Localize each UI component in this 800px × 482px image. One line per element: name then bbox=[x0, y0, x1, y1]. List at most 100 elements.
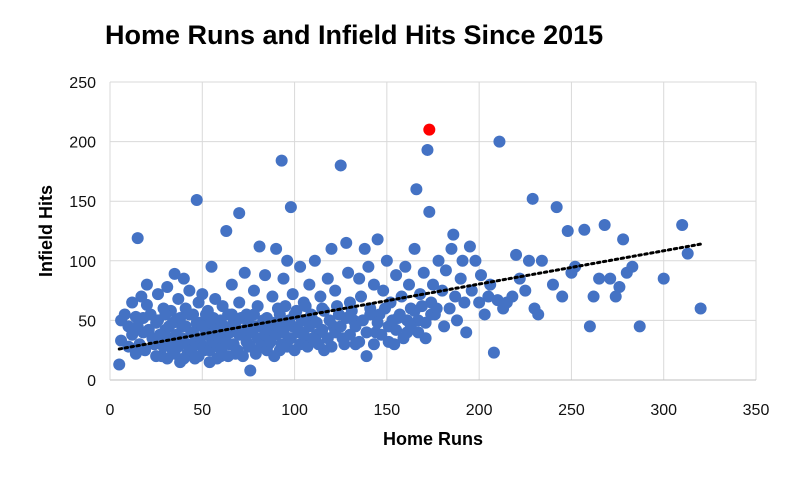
data-point bbox=[613, 281, 626, 294]
data-point bbox=[380, 254, 393, 267]
data-point bbox=[375, 328, 388, 341]
x-axis-ticks: 0 50 100 150 200 250 300 350 bbox=[106, 402, 770, 419]
x-tick-label: 250 bbox=[558, 402, 585, 419]
data-point bbox=[694, 302, 707, 315]
data-point bbox=[410, 183, 423, 196]
data-point bbox=[353, 335, 366, 348]
data-point bbox=[113, 358, 126, 371]
y-tick-label: 50 bbox=[78, 313, 96, 330]
data-point bbox=[275, 154, 288, 167]
data-point bbox=[382, 335, 395, 348]
y-tick-label: 100 bbox=[69, 254, 96, 271]
y-tick-label: 150 bbox=[69, 194, 96, 211]
data-point bbox=[303, 278, 316, 291]
data-point bbox=[294, 260, 307, 273]
data-point bbox=[450, 314, 463, 327]
data-points bbox=[113, 135, 707, 377]
data-point bbox=[233, 296, 246, 309]
data-point bbox=[427, 278, 439, 291]
data-point bbox=[190, 194, 203, 207]
data-point bbox=[681, 247, 694, 260]
data-point bbox=[334, 159, 347, 172]
data-point bbox=[390, 269, 403, 282]
data-point bbox=[284, 201, 297, 214]
data-point bbox=[460, 326, 473, 339]
data-point bbox=[415, 300, 428, 313]
data-point bbox=[617, 233, 630, 246]
data-point bbox=[137, 312, 150, 325]
data-point bbox=[325, 340, 338, 353]
data-point bbox=[532, 308, 545, 321]
data-point bbox=[445, 242, 458, 255]
data-point bbox=[478, 308, 491, 321]
data-point bbox=[506, 290, 519, 303]
chart-title: Home Runs and Infield Hits Since 2015 bbox=[105, 20, 604, 50]
data-point bbox=[159, 308, 172, 321]
data-point bbox=[417, 266, 430, 279]
data-point bbox=[314, 290, 327, 303]
data-point bbox=[279, 300, 292, 313]
y-tick-label: 250 bbox=[69, 75, 96, 92]
data-point bbox=[129, 347, 142, 360]
data-point bbox=[397, 332, 410, 345]
data-point bbox=[487, 346, 500, 359]
data-point bbox=[222, 350, 235, 363]
data-point bbox=[259, 269, 272, 282]
data-point bbox=[183, 284, 196, 297]
data-point bbox=[430, 302, 443, 315]
data-point bbox=[609, 290, 622, 303]
data-point bbox=[463, 240, 476, 253]
data-point bbox=[192, 350, 205, 363]
data-point bbox=[408, 242, 421, 255]
data-point bbox=[308, 254, 321, 267]
data-point bbox=[474, 269, 487, 282]
data-point bbox=[593, 272, 606, 285]
data-point bbox=[247, 284, 260, 297]
data-point bbox=[443, 302, 456, 315]
data-point bbox=[360, 326, 373, 339]
data-point bbox=[340, 236, 353, 249]
data-point bbox=[312, 338, 325, 351]
x-tick-label: 300 bbox=[650, 402, 677, 419]
y-axis-ticks: 0 50 100 150 200 250 bbox=[69, 75, 96, 390]
data-point bbox=[578, 223, 591, 236]
data-point bbox=[493, 135, 506, 148]
x-tick-label: 0 bbox=[106, 402, 115, 419]
data-point bbox=[321, 272, 334, 285]
data-point bbox=[550, 201, 563, 214]
data-point bbox=[432, 254, 445, 267]
data-point bbox=[633, 320, 646, 333]
data-point bbox=[436, 284, 449, 297]
data-point bbox=[364, 308, 377, 321]
data-point bbox=[473, 296, 486, 309]
trendline-layer bbox=[117, 242, 703, 351]
data-point bbox=[456, 254, 469, 267]
data-point bbox=[183, 308, 196, 321]
data-point bbox=[277, 272, 290, 285]
highlighted-point bbox=[423, 123, 436, 136]
data-point bbox=[371, 316, 384, 329]
data-point bbox=[598, 219, 611, 232]
data-point bbox=[546, 278, 559, 291]
data-point bbox=[281, 254, 294, 267]
y-tick-label: 200 bbox=[69, 135, 96, 152]
trendline bbox=[117, 242, 703, 351]
data-point bbox=[371, 233, 384, 246]
data-point bbox=[338, 338, 351, 351]
data-point bbox=[177, 352, 190, 365]
data-point bbox=[526, 192, 539, 205]
data-point bbox=[353, 272, 366, 285]
data-point bbox=[510, 248, 523, 261]
data-point bbox=[151, 288, 164, 301]
data-point bbox=[233, 207, 246, 220]
data-point bbox=[447, 228, 460, 241]
data-point bbox=[290, 304, 303, 317]
data-point bbox=[465, 284, 478, 297]
data-point bbox=[118, 308, 131, 321]
data-point bbox=[139, 344, 152, 357]
data-point bbox=[205, 260, 218, 273]
data-point bbox=[342, 266, 355, 279]
data-point bbox=[676, 219, 689, 232]
highlight-layer bbox=[423, 123, 436, 136]
data-point bbox=[355, 290, 368, 303]
